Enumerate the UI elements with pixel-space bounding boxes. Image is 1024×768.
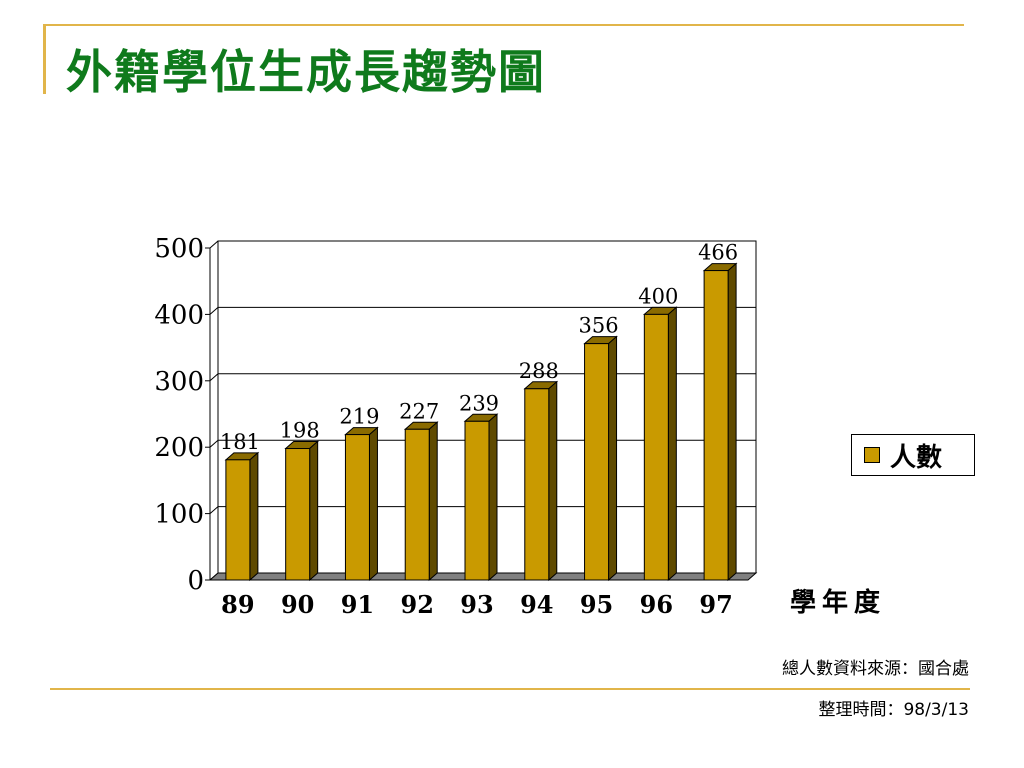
bar: [524, 388, 550, 581]
gridline-side: [209, 307, 219, 315]
x-tick-label: 96: [640, 590, 673, 619]
x-tick-label: 94: [520, 590, 553, 619]
top-rule: [44, 24, 964, 26]
data-label: 288: [519, 359, 559, 383]
x-axis-title: 學年度: [790, 588, 887, 618]
legend-swatch: [864, 447, 880, 463]
data-label: 181: [220, 430, 260, 454]
slide-title: 外籍學位生成長趨勢圖: [66, 45, 546, 99]
x-tick-label: 89: [221, 590, 254, 619]
data-label: 227: [399, 399, 439, 423]
data-label: 400: [638, 284, 678, 308]
gridline-side: [209, 506, 219, 514]
bar-side: [249, 451, 259, 582]
data-label: 356: [579, 314, 619, 338]
chart-legend: 人數: [851, 434, 975, 476]
gridline-side: [209, 240, 219, 249]
bar-side: [309, 440, 319, 582]
bar-side: [667, 306, 677, 582]
x-tick-label: 95: [580, 590, 613, 619]
bar: [643, 313, 669, 581]
data-label: 239: [459, 391, 499, 415]
y-tick-label: 400: [154, 300, 204, 330]
y-tick-label: 200: [154, 433, 204, 463]
bar: [584, 343, 610, 581]
legend-label: 人數: [890, 442, 943, 473]
bar-side: [608, 335, 618, 582]
data-label: 219: [339, 405, 379, 429]
bar: [344, 434, 370, 581]
date-note: 整理時間：98/3/13: [818, 700, 969, 720]
x-tick-label: 93: [460, 590, 493, 619]
data-label: 466: [698, 241, 738, 265]
bar-side: [727, 262, 737, 582]
x-tick-label: 90: [281, 590, 314, 619]
gridline-side: [209, 439, 219, 448]
left-rule: [43, 24, 46, 94]
data-label: 198: [280, 419, 320, 443]
y-tick-label: 0: [187, 566, 204, 596]
source-note: 總人數資料來源：國合處: [782, 659, 969, 679]
bar: [703, 270, 729, 581]
y-tick-label: 500: [154, 234, 204, 264]
bar: [225, 459, 251, 581]
bottom-rule: [50, 688, 970, 690]
x-tick-label: 92: [401, 590, 434, 619]
bar-side: [428, 421, 438, 582]
y-tick-label: 300: [154, 367, 204, 397]
x-tick-label: 91: [341, 590, 374, 619]
gridline-side: [209, 373, 219, 382]
bar: [404, 428, 430, 581]
bar: [464, 420, 490, 581]
bar-side: [368, 426, 378, 582]
x-tick-label: 97: [699, 590, 732, 619]
bar-side: [488, 413, 498, 582]
y-tick-label: 100: [154, 500, 204, 530]
bar-side: [548, 380, 558, 582]
bar: [285, 448, 311, 581]
